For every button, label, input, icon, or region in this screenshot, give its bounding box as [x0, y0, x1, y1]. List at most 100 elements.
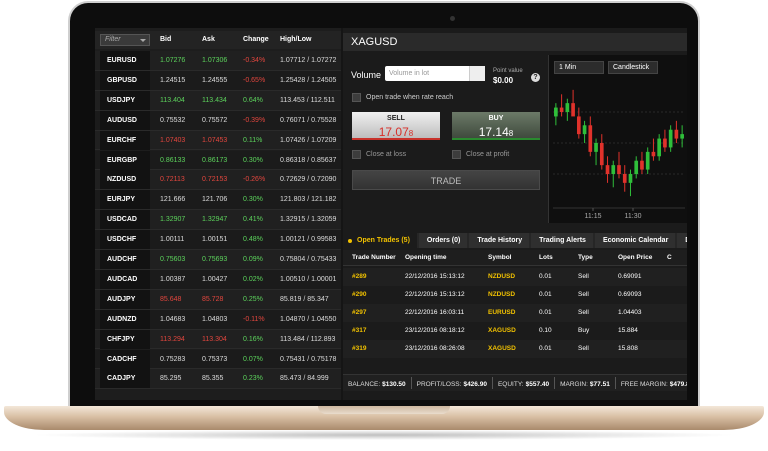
trade-cell: NZDUSD	[488, 291, 516, 298]
high-low: 1.04870 / 1.04550	[280, 315, 337, 323]
trade-row[interactable]: #297 22/12/2016 16:03:11 EURUSD 0.01 Sell 1.0…	[343, 304, 687, 322]
candle-body	[576, 116, 581, 135]
rate-row[interactable]: CADJPY 85.295 85.355 0.23% 85.473 / 84.999	[95, 369, 341, 390]
rate-row[interactable]: GBPUSD 1.24515 1.24555 -0.65% 1.25428 / 1.24…	[95, 70, 341, 91]
symbol-cell: GBPUSD	[100, 70, 150, 90]
column-header: Bid	[160, 36, 172, 43]
bid: 0.75603	[160, 256, 186, 263]
ask: 1.00427	[202, 275, 228, 283]
account-value: $557.40	[525, 381, 550, 388]
trade-row[interactable]: #319 23/12/2016 08:26:08 XAGUSD 0.01 Sell 15.…	[343, 340, 687, 358]
change: 0.11%	[243, 136, 263, 144]
bid: 113.404	[160, 96, 185, 104]
rate-row[interactable]: CADCHF 0.75283 0.75373 0.07% 0.75431 / 0.751…	[95, 349, 341, 370]
trade-cell: EURUSD	[488, 309, 516, 316]
buy-pip: 8	[508, 129, 514, 138]
tab[interactable]: Trading Alerts	[531, 233, 593, 248]
candle-body	[657, 138, 662, 157]
rate-row[interactable]: USDCHF 1.00111 1.00151 0.48% 1.00121 / 0.995…	[95, 230, 341, 250]
high-low: 1.07712 / 1.07272	[280, 57, 337, 64]
trades-column: C	[667, 254, 672, 261]
bid: 1.04683	[160, 315, 186, 323]
tab[interactable]: Orders (0)	[418, 233, 468, 248]
bid: 1.24515	[160, 76, 186, 84]
account-item: FREE MARGIN:$479.89	[616, 377, 687, 389]
tab-label: Open Trades (5)	[357, 237, 410, 244]
filter-box[interactable]: Filter	[100, 34, 150, 46]
symbol-cell: USDCAD	[100, 210, 150, 230]
symbol-cell: CHFJPY	[100, 329, 150, 349]
notch	[318, 406, 450, 414]
tab-label: Da	[685, 237, 687, 244]
sell-label: SELL	[387, 115, 405, 122]
volume-label: Volume	[351, 70, 382, 80]
rate-row[interactable]: NZDUSD 0.72113 0.72153 -0.26% 0.72629 / 0.72…	[95, 170, 341, 191]
account-item: BALANCE: $130.50	[343, 377, 412, 389]
high-low: 113.484 / 112.893	[280, 335, 336, 343]
rate-row[interactable]: AUDCHF 0.75603 0.75693 0.09% 0.75804 / 0.754…	[95, 250, 341, 270]
rate-row[interactable]: EURCHF 1.07403 1.07453 0.11% 1.07426 / 1.072…	[95, 130, 341, 151]
tab-label: Trade History	[477, 237, 523, 244]
account-item: PROFIT/LOSS: $426.90	[412, 377, 493, 389]
checkbox[interactable]	[352, 150, 361, 159]
interval-select[interactable]: 1 Min	[554, 61, 604, 74]
rate-row[interactable]: USDCAD 1.32907 1.32947 0.41% 1.32915 / 1.320…	[95, 210, 341, 231]
rate-row[interactable]: USDJPY 113.404 113.434 0.64% 113.453 / 112.5…	[95, 90, 341, 111]
rate-row[interactable]: EURUSD 1.07276 1.07306 -0.34% 1.07712 / 1.07…	[95, 51, 341, 71]
tab[interactable]: Da	[677, 233, 687, 248]
price-chart: 1 Min Candlestick 11:15 11:30	[548, 55, 687, 223]
candle-body	[559, 107, 564, 112]
trade-row[interactable]: #289 22/12/2016 15:13:12 NZDUSD 0.01 Sell 0.6…	[343, 268, 687, 286]
checkbox[interactable]	[352, 93, 361, 102]
tab[interactable]: Economic Calendar	[594, 233, 676, 248]
rate-row[interactable]: EURJPY 121.666 121.706 0.30% 121.803 / 121.1…	[95, 190, 341, 211]
tab-bar: Open Trades (5) Orders (0) Trade History Tr…	[343, 233, 687, 248]
spinner[interactable]	[469, 66, 485, 81]
tab[interactable]: Trade History	[469, 233, 530, 248]
trade-row[interactable]: #290 22/12/2016 15:13:12 NZDUSD 0.01 Sell 0.6…	[343, 286, 687, 304]
trade-row[interactable]: #317 23/12/2016 08:18:12 XAGUSD 0.10 Buy 15.8…	[343, 322, 687, 340]
rate-row[interactable]: AUDJPY 85.648 85.728 0.25% 85.819 / 85.347	[95, 289, 341, 310]
symbol: EURJPY	[107, 196, 136, 204]
sell-pip: 8	[408, 129, 414, 138]
rate-row[interactable]: EURGBP 0.86133 0.86173 0.30% 0.86318 / 0.856…	[95, 150, 341, 171]
high-low: 113.453 / 112.511	[280, 96, 335, 104]
rate-row[interactable]: AUDCAD 1.00387 1.00427 0.02% 1.00510 / 1.000…	[95, 269, 341, 290]
rate-row[interactable]: CHFJPY 113.294 113.304 0.16% 113.484 / 112.8…	[95, 329, 341, 350]
symbol-cell: EURCHF	[100, 130, 150, 150]
symbol-cell: EURUSD	[100, 51, 150, 70]
candle-body	[554, 107, 558, 117]
active-dot	[348, 239, 352, 243]
candle-body	[663, 138, 667, 148]
filter-arrow	[140, 39, 146, 42]
trade-button[interactable]: TRADE	[352, 170, 540, 190]
symbol: AUDNZD	[107, 315, 137, 323]
ask: 113.434	[202, 96, 227, 104]
candle-body	[628, 174, 633, 183]
sell-button[interactable]: SELL 17.078	[352, 112, 440, 140]
rate-row[interactable]: AUDNZD 1.04683 1.04803 -0.11% 1.04870 / 1.04…	[95, 309, 341, 330]
rate-row[interactable]: AUDUSD 0.75532 0.75572 -0.39% 0.76071 / 0.75…	[95, 110, 341, 131]
trade-cell: Sell	[578, 273, 589, 280]
trade-cell: 0.01	[539, 309, 552, 316]
tab-label: Trading Alerts	[539, 237, 586, 244]
candle-body	[571, 103, 575, 117]
bid: 85.295	[160, 375, 182, 383]
help-icon[interactable]: ?	[531, 73, 540, 82]
change: -0.65%	[243, 76, 266, 84]
rates-panel: Filter Bid Ask Change High/Low EURUSD 1.07276 1…	[95, 28, 341, 400]
change: 0.07%	[243, 355, 263, 363]
tab[interactable]: Open Trades (5)	[343, 233, 417, 248]
change: -0.26%	[243, 176, 266, 184]
volume-input[interactable]: Volume in lot	[385, 66, 485, 81]
buy-button[interactable]: BUY 17.148	[452, 112, 540, 140]
symbol: CHFJPY	[107, 335, 135, 343]
trades-column: Open Price	[618, 254, 653, 261]
style-select[interactable]: Candlestick	[608, 61, 658, 74]
change: 0.25%	[243, 295, 263, 303]
buy-price-wrap: 17.148	[452, 123, 540, 141]
trades-column: Symbol	[488, 254, 512, 261]
change: -0.11%	[243, 315, 265, 323]
sell-price-wrap: 17.078	[352, 123, 440, 141]
checkbox[interactable]	[452, 150, 461, 159]
